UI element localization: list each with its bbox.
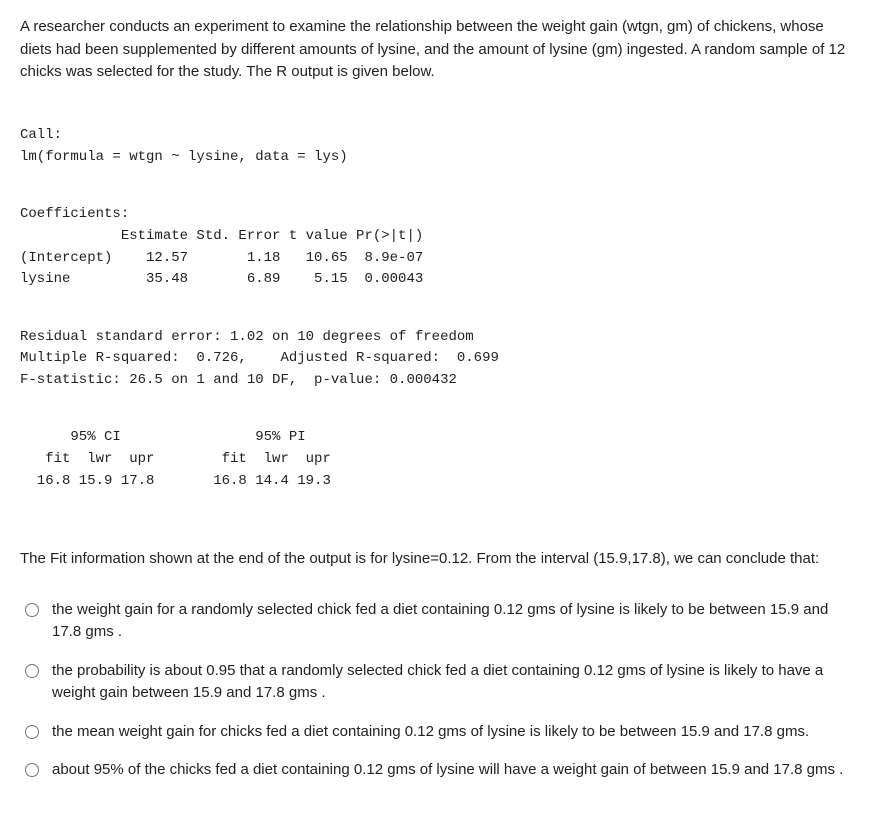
r-squared-line: Multiple R-squared: 0.726, Adjusted R-sq… — [20, 350, 499, 366]
r-intervals: 95% CI 95% PI fit lwr upr fit lwr upr 16… — [20, 427, 854, 492]
option-c-label[interactable]: the mean weight gain for chicks fed a di… — [52, 721, 854, 744]
r-coefficients: Coefficients: Estimate Std. Error t valu… — [20, 204, 854, 291]
option-d-label[interactable]: about 95% of the chicks fed a diet conta… — [52, 759, 854, 782]
coef-columns: Estimate Std. Error t value Pr(>|t|) — [20, 228, 423, 244]
r-summary-stats: Residual standard error: 1.02 on 10 degr… — [20, 327, 854, 392]
option-a-radio[interactable] — [25, 603, 39, 617]
option-d-radio[interactable] — [25, 763, 39, 777]
answer-options: the weight gain for a randomly selected … — [20, 599, 854, 782]
r-call: Call: lm(formula = wtgn ~ lysine, data =… — [20, 125, 854, 168]
residual-se-line: Residual standard error: 1.02 on 10 degr… — [20, 329, 474, 345]
option-b-radio[interactable] — [25, 664, 39, 678]
coef-header: Coefficients: — [20, 206, 129, 222]
question-prompt: The Fit information shown at the end of … — [20, 548, 854, 571]
option-a-label[interactable]: the weight gain for a randomly selected … — [52, 599, 854, 644]
f-statistic-line: F-statistic: 26.5 on 1 and 10 DF, p-valu… — [20, 372, 457, 388]
interval-columns: fit lwr upr fit lwr upr — [20, 451, 331, 467]
option-b-label[interactable]: the probability is about 0.95 that a ran… — [52, 660, 854, 705]
interval-headers: 95% CI 95% PI — [20, 429, 306, 445]
interval-values: 16.8 15.9 17.8 16.8 14.4 19.3 — [20, 473, 331, 489]
option-c-radio[interactable] — [25, 725, 39, 739]
r-output: Call: lm(formula = wtgn ~ lysine, data =… — [20, 104, 854, 529]
option-d: about 95% of the chicks fed a diet conta… — [20, 759, 854, 782]
coef-lysine-row: lysine 35.48 6.89 5.15 0.00043 — [20, 271, 423, 287]
option-b: the probability is about 0.95 that a ran… — [20, 660, 854, 705]
option-c: the mean weight gain for chicks fed a di… — [20, 721, 854, 744]
option-a: the weight gain for a randomly selected … — [20, 599, 854, 644]
question-intro: A researcher conducts an experiment to e… — [20, 16, 854, 84]
coef-intercept-row: (Intercept) 12.57 1.18 10.65 8.9e-07 — [20, 250, 423, 266]
